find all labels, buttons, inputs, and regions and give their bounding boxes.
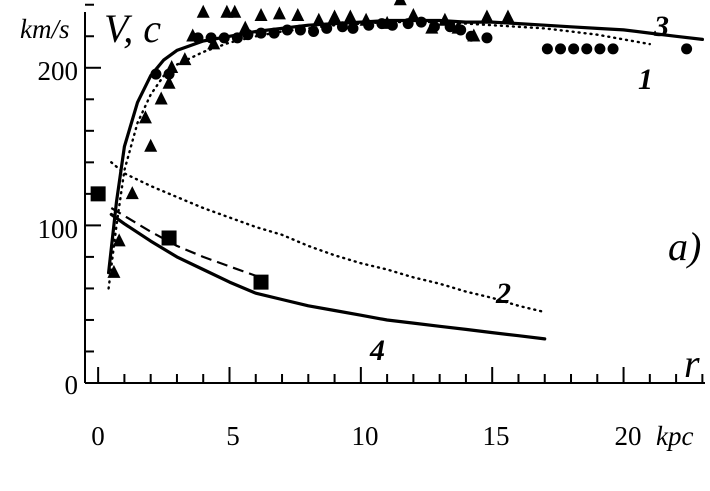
curve-label-2: 2 (495, 277, 511, 310)
x-tick-label: 10 (352, 421, 379, 451)
y-tick-label: 100 (38, 214, 79, 244)
triangle-point (112, 233, 126, 247)
circle-point (541, 43, 553, 55)
triangle-point (467, 28, 481, 42)
square-point (90, 186, 106, 202)
x-unit-label: kpc (656, 421, 693, 451)
x-tick-label: 5 (226, 421, 240, 451)
curve-label-3: 3 (653, 10, 669, 43)
square-point (253, 274, 269, 290)
triangle-point (425, 20, 439, 34)
y-tick-labels: 0 100 200 (38, 56, 79, 400)
triangle-point (380, 15, 394, 29)
triangle-point (144, 138, 158, 152)
triangle-point (501, 9, 515, 23)
x-tick-label: 15 (483, 421, 510, 451)
axes (84, 12, 705, 384)
triangle-point (438, 12, 452, 26)
triangle-point (196, 4, 210, 18)
circle-point (555, 43, 567, 55)
triangle-point (107, 264, 121, 278)
x-tick-label: 0 (91, 421, 105, 451)
panel-label: a) (668, 224, 701, 269)
circle-point (255, 27, 267, 39)
triangle-point (207, 36, 221, 50)
y-axis-label: V, c (104, 6, 161, 51)
circle-point (347, 22, 359, 34)
series-curves (106, 18, 705, 341)
triangle-point (359, 12, 373, 26)
circle-point (581, 43, 593, 55)
observed-points (90, 0, 693, 290)
circle-point (308, 26, 320, 38)
triangle-point (125, 186, 139, 200)
circle-point (568, 43, 580, 55)
circle-point (268, 27, 280, 39)
x-tick-label: 20 (615, 421, 642, 451)
circle-point (607, 43, 619, 55)
triangle-point (178, 52, 192, 66)
triangle-point (272, 6, 286, 20)
y-tick-label: 0 (65, 370, 79, 400)
square-point (161, 230, 177, 246)
triangle-point (406, 7, 420, 21)
y-tick-label: 200 (38, 56, 79, 86)
y-unit-label: km/s (20, 14, 70, 44)
triangle-point (343, 9, 357, 23)
triangle-point (138, 110, 152, 124)
triangle-point (162, 75, 176, 89)
triangle-point (312, 12, 326, 26)
triangle-point (165, 59, 179, 73)
circle-point (150, 68, 162, 80)
circle-point (681, 43, 693, 55)
series-3-line (106, 18, 705, 275)
x-tick-labels: 0 5 10 15 20 (91, 421, 641, 451)
circle-point (481, 32, 493, 44)
triangle-point (393, 0, 407, 6)
circle-point (294, 24, 306, 36)
circle-point (281, 24, 293, 36)
circle-point (594, 43, 606, 55)
triangle-point (228, 4, 242, 18)
triangle-point (291, 7, 305, 21)
series-2-line (110, 161, 546, 314)
circle-point (218, 32, 230, 44)
curve-label-1: 1 (638, 63, 653, 96)
triangle-point (254, 7, 268, 21)
series-dashed-line (110, 207, 262, 280)
circle-point (231, 32, 243, 44)
triangle-point (154, 91, 168, 105)
triangle-point (186, 28, 200, 42)
triangle-point (451, 20, 465, 34)
triangle-point (328, 9, 342, 23)
triangle-point (480, 9, 494, 23)
axis-ticks (85, 3, 704, 384)
triangle-point (238, 20, 252, 34)
circle-point (336, 21, 348, 33)
series-4-line (109, 212, 547, 341)
curve-label-4: 4 (369, 334, 385, 367)
x-axis-label: r (684, 341, 700, 386)
